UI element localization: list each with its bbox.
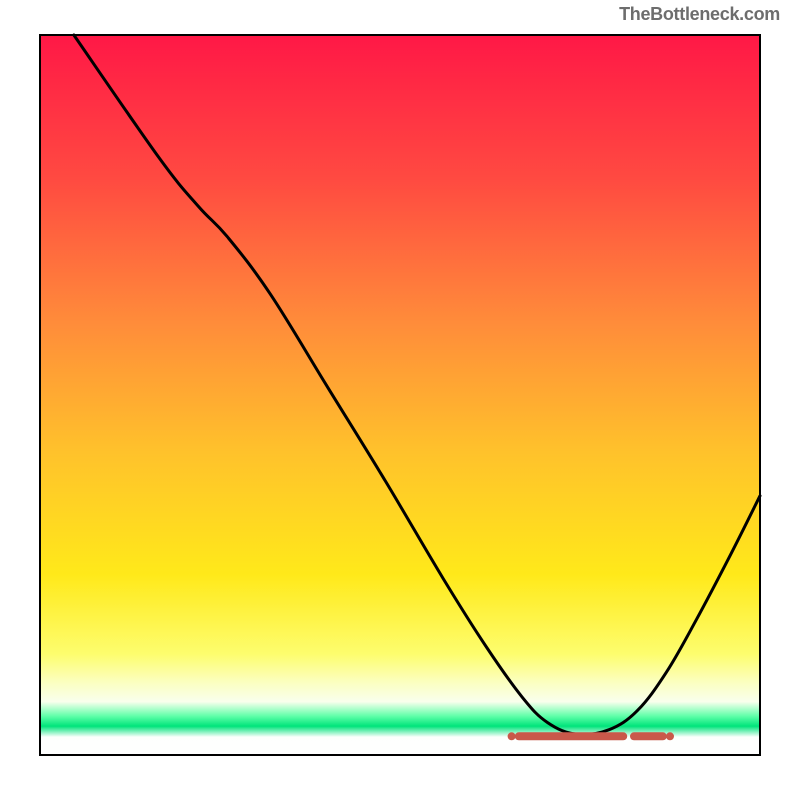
marker-dot-0 — [508, 732, 516, 740]
optimal-range-marker — [508, 732, 674, 740]
chart-canvas — [20, 30, 780, 790]
marker-dot-1 — [666, 732, 674, 740]
bottleneck-chart — [20, 30, 780, 790]
watermark-text: TheBottleneck.com — [619, 4, 780, 25]
